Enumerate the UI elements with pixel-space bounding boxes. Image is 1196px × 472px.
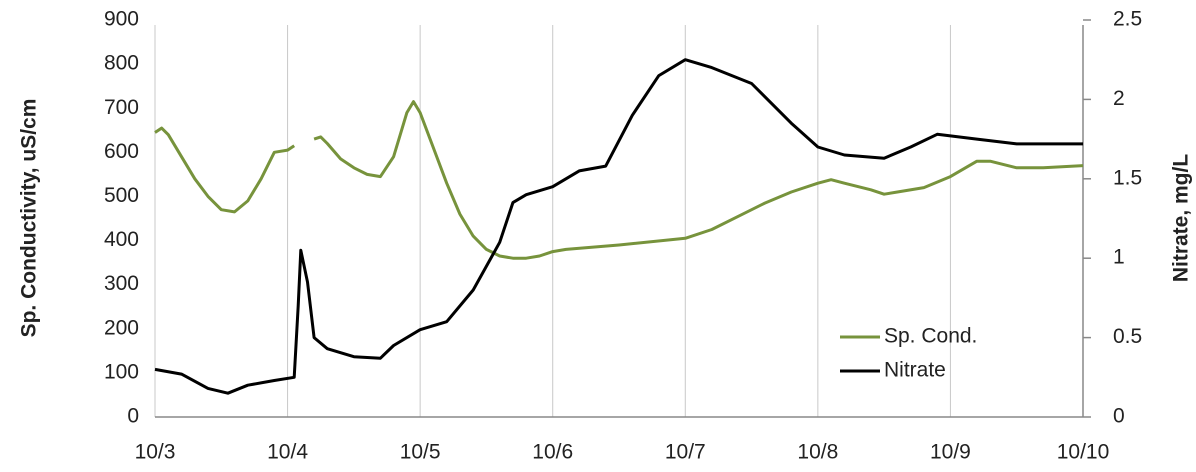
y-tick-label: 500 [104,184,139,207]
y2-tick-label: 0.5 [1113,325,1142,348]
y2-axis-title: Nitrate, mg/L [1170,154,1193,283]
series-line [154,58,1083,395]
y-tick-label: 700 [104,96,139,119]
y2-tick-label: 1.5 [1113,166,1142,189]
y-tick-label: 900 [104,8,139,31]
x-tick-label: 10/3 [135,441,176,464]
y-axis-title: Sp. Conductivity, uS/cm [18,99,41,338]
y2-tick-label: 1 [1113,246,1125,269]
y-tick-label: 400 [104,228,139,251]
y2-tick-label: 2.5 [1113,8,1142,31]
y2-tick-label: 0 [1113,405,1125,428]
x-tick-label: 10/9 [930,441,971,464]
x-tick-label: 10/7 [665,441,706,464]
x-tick-label: 10/10 [1057,441,1110,464]
legend-label: Sp. Cond. [884,325,977,348]
y-tick-label: 600 [104,140,139,163]
y-tick-label: 0 [127,405,139,428]
y2-tick-label: 2 [1113,87,1125,110]
y-tick-label: 300 [104,272,139,295]
x-tick-label: 10/4 [267,441,308,464]
y-tick-label: 800 [104,52,139,75]
y-tick-label: 200 [104,316,139,339]
y-tick-label: 100 [104,360,139,383]
x-tick-label: 10/6 [532,441,573,464]
legend-label: Nitrate [884,359,946,382]
x-tick-label: 10/8 [797,441,838,464]
series-line [154,100,1084,260]
x-tick-label: 10/5 [400,441,441,464]
